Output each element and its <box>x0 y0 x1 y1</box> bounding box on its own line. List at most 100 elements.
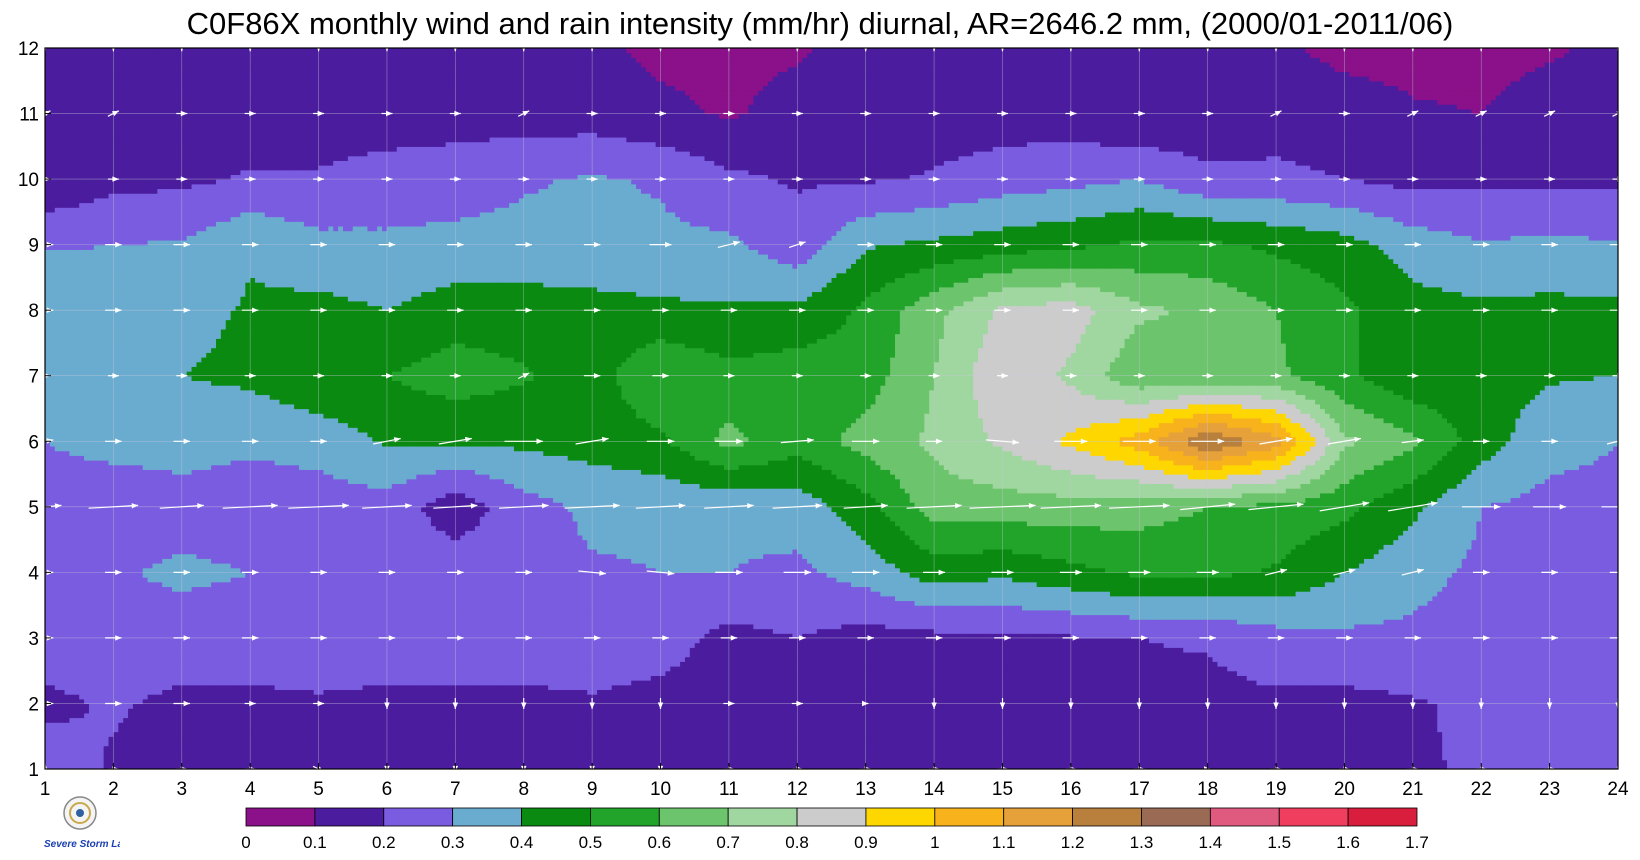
contour-cell <box>1095 740 1101 747</box>
contour-cell <box>616 717 623 723</box>
contour-cell <box>1456 764 1463 769</box>
contour-cell <box>958 745 964 751</box>
contour-cell <box>279 717 285 723</box>
contour-cell <box>1007 731 1013 737</box>
contour-cell <box>1295 726 1302 733</box>
contour-cell <box>196 712 202 719</box>
contour-cell <box>1124 712 1131 719</box>
contour-cell <box>313 726 320 733</box>
contour-cell <box>665 740 671 747</box>
contour-cell <box>1564 726 1570 733</box>
contour-cell <box>1539 750 1546 756</box>
contour-cell <box>465 722 471 728</box>
contour-cell <box>1236 703 1243 709</box>
contour-cell <box>1119 712 1126 719</box>
contour-cell <box>611 708 618 714</box>
contour-cell <box>123 703 129 709</box>
contour-cell <box>724 694 730 700</box>
contour-cell <box>592 717 598 723</box>
contour-cell <box>313 731 320 737</box>
contour-cell <box>108 722 114 728</box>
contour-cell <box>1490 745 1497 751</box>
contour-cell <box>1378 759 1385 765</box>
contour-cell <box>513 759 520 765</box>
contour-cell <box>1378 708 1385 714</box>
contour-cell <box>973 726 979 733</box>
contour-cell <box>1422 750 1429 756</box>
contour-cell <box>386 731 393 737</box>
contour-cell <box>1593 722 1600 728</box>
contour-cell <box>484 754 491 761</box>
contour-cell <box>1500 698 1507 705</box>
contour-cell <box>225 708 232 714</box>
contour-cell <box>1324 703 1331 709</box>
contour-cell <box>357 740 364 747</box>
contour-cell <box>108 759 114 765</box>
contour-cell <box>1310 708 1316 714</box>
contour-cell <box>597 722 603 728</box>
contour-cell <box>699 698 706 705</box>
contour-cell <box>328 759 334 765</box>
contour-cell <box>1588 698 1595 705</box>
contour-cell <box>860 708 867 714</box>
contour-cell <box>1290 698 1297 705</box>
contour-cell <box>1158 764 1165 769</box>
contour-cell <box>206 726 212 733</box>
contour-cell <box>1530 712 1536 719</box>
contour-cell <box>49 703 56 709</box>
contour-cell <box>1530 745 1536 751</box>
contour-cell <box>1002 745 1008 751</box>
contour-cell <box>103 712 110 719</box>
contour-cell <box>1437 726 1443 733</box>
contour-cell <box>548 703 554 709</box>
contour-cell <box>1490 731 1497 737</box>
contour-cell <box>289 703 295 709</box>
contour-cell <box>113 726 119 733</box>
contour-cell <box>816 736 823 742</box>
contour-cell <box>572 708 579 714</box>
contour-cell <box>1554 759 1560 765</box>
contour-cell <box>811 712 818 719</box>
contour-cell <box>1026 731 1033 737</box>
contour-cell <box>802 703 808 709</box>
contour-cell <box>318 754 325 761</box>
contour-cell <box>465 708 471 714</box>
contour-cell <box>1193 764 1199 769</box>
contour-cell <box>567 759 574 765</box>
contour-cell <box>1359 750 1365 756</box>
contour-cell <box>1593 764 1600 769</box>
contour-cell <box>1315 698 1321 705</box>
contour-cell <box>206 717 212 723</box>
contour-cell <box>1007 740 1013 747</box>
contour-cell <box>352 740 359 747</box>
contour-cell <box>1588 731 1595 737</box>
contour-cell <box>1109 740 1116 747</box>
contour-cell <box>88 722 95 728</box>
contour-cell <box>1583 764 1590 769</box>
contour-cell <box>851 726 857 733</box>
contour-cell <box>802 745 808 751</box>
contour-cell <box>689 745 696 751</box>
contour-cell <box>1344 764 1350 769</box>
contour-cell <box>113 759 119 765</box>
contour-cell <box>299 712 305 719</box>
contour-cell <box>259 750 266 756</box>
contour-cell <box>328 740 334 747</box>
contour-cell <box>904 717 911 723</box>
contour-cell <box>181 717 188 723</box>
contour-cell <box>782 712 789 719</box>
contour-cell <box>489 698 496 705</box>
contour-cell <box>201 750 207 756</box>
contour-cell <box>215 703 222 709</box>
contour-cell <box>1407 703 1414 709</box>
contour-cell <box>1305 745 1311 751</box>
contour-cell <box>523 764 530 769</box>
contour-cell <box>987 726 994 733</box>
contour-cell <box>1153 708 1160 714</box>
contour-cell <box>1603 745 1609 751</box>
contour-cell <box>499 698 505 705</box>
contour-cell <box>1403 708 1409 714</box>
contour-cell <box>616 722 623 728</box>
contour-cell <box>670 717 676 723</box>
contour-cell <box>1544 754 1551 761</box>
